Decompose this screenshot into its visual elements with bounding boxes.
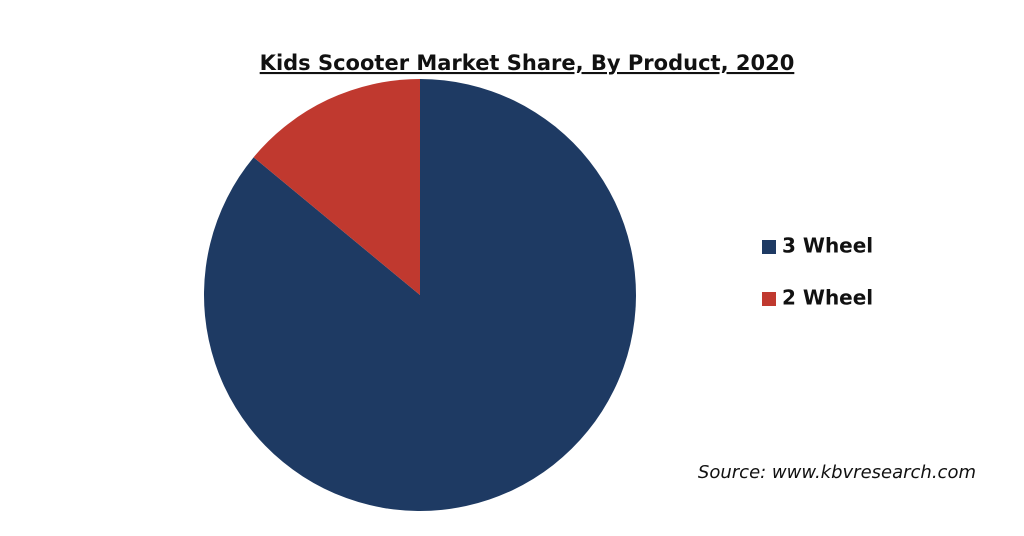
- pie-slice: [203, 79, 636, 511]
- pie-slice: [253, 79, 420, 295]
- legend-swatch: [762, 240, 776, 254]
- chart-title: Kids Scooter Market Share, By Product, 2…: [260, 51, 795, 75]
- source-note: Source: www.kbvresearch.com: [698, 462, 976, 483]
- legend-swatch: [762, 292, 776, 306]
- legend-label: 2 Wheel: [782, 286, 873, 310]
- legend-label: 3 Wheel: [782, 234, 873, 258]
